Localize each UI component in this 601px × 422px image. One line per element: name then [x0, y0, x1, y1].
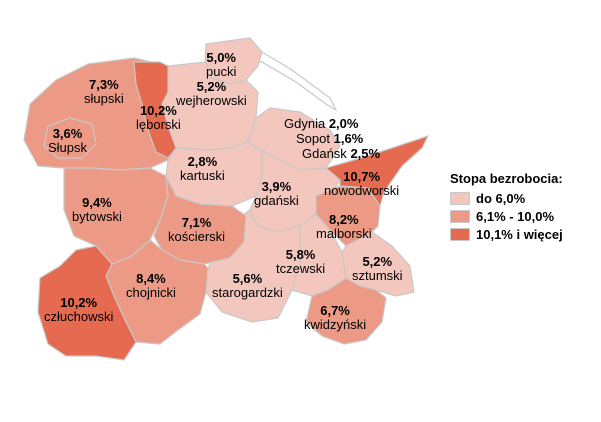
legend-swatch-low — [450, 191, 470, 205]
label-bytowski: 9,4% bytowski — [72, 196, 122, 224]
legend-item-medium: 6,1% - 10,0% — [450, 207, 563, 225]
city-sopot-value: 1,6% — [333, 131, 364, 146]
region-czluchowski[interactable] — [37, 245, 137, 361]
label-tczewski-name: tczewski — [276, 261, 326, 276]
label-malborski-value: 8,2% — [328, 212, 359, 227]
label-sztumski-name: sztumski — [352, 268, 403, 283]
label-gdanski-value: 3,9% — [261, 179, 292, 194]
label-nowodworski-value: 10,7% — [343, 169, 381, 184]
label-bytowski-name: bytowski — [72, 209, 122, 224]
label-pucki-name: pucki — [206, 64, 237, 79]
label-starogardzki-name: starogardzki — [212, 285, 283, 300]
label-kartuski: 2,8% kartuski — [180, 155, 225, 183]
label-pucki: 5,0% pucki — [206, 51, 236, 79]
city-gdansk-name: Gdańsk — [302, 146, 347, 161]
label-slupski: 7,3% słupski — [84, 78, 124, 106]
label-starogardzki: 5,6% starogardzki — [212, 272, 283, 300]
label-slupski-name: słupski — [84, 91, 124, 106]
label-czluchowski: 10,2% człuchowski — [44, 296, 113, 324]
label-nowodworski: 10,7% nowodworski — [324, 170, 399, 198]
legend-title: Stopa bezrobocia: — [450, 171, 563, 186]
label-wejherowski-name: wejherowski — [176, 93, 247, 108]
label-kwidzynski-name: kwidzyński — [304, 317, 367, 332]
label-kartuski-value: 2,8% — [187, 154, 218, 169]
label-nowodworski-name: nowodworski — [324, 183, 400, 198]
label-leborski: 10,2% lęborski — [136, 104, 181, 132]
label-slupski-value: 7,3% — [89, 77, 119, 92]
legend-item-low: do 6,0% — [450, 189, 563, 207]
label-kwidzynski: 6,7% kwidzyński — [304, 304, 366, 332]
label-slupsk-name: Słupsk — [48, 140, 88, 155]
label-malborski: 8,2% malborski — [316, 213, 372, 241]
label-sztumski: 5,2% sztumski — [352, 255, 403, 283]
label-slupsk-value: 3,6% — [52, 126, 83, 141]
region-leborski[interactable] — [133, 61, 177, 159]
region-bytowski[interactable] — [63, 167, 169, 265]
city-gdynia-value: 2,0% — [328, 116, 359, 131]
label-pucki-value: 5,0% — [206, 50, 236, 65]
label-gdanski: 3,9% gdański — [254, 180, 299, 208]
label-leborski-name: lęborski — [136, 117, 181, 132]
city-gdynia: Gdynia 2,0% — [284, 116, 358, 131]
label-starogardzki-value: 5,6% — [232, 271, 263, 286]
city-gdansk-value: 2,5% — [350, 146, 381, 161]
label-malborski-name: malborski — [316, 226, 372, 241]
label-tczewski-value: 5,8% — [285, 247, 316, 262]
region-sztumski[interactable] — [341, 231, 415, 297]
label-chojnicki: 8,4% chojnicki — [126, 272, 176, 300]
label-kartuski-name: kartuski — [180, 168, 225, 183]
legend-swatch-medium — [450, 209, 470, 223]
label-chojnicki-value: 8,4% — [136, 271, 166, 286]
label-koscierski-value: 7,1% — [181, 215, 212, 230]
label-gdanski-name: gdański — [254, 193, 299, 208]
label-sztumski-value: 5,2% — [362, 254, 393, 269]
label-wejherowski: 5,2% wejherowski — [176, 80, 247, 108]
region-koscierski[interactable] — [153, 175, 247, 265]
legend-swatch-high — [450, 227, 470, 241]
label-kwidzynski-value: 6,7% — [320, 303, 350, 318]
legend-label-low: do 6,0% — [476, 190, 526, 206]
city-gdansk: Gdańsk 2,5% — [302, 146, 380, 161]
label-leborski-value: 10,2% — [139, 103, 177, 118]
label-wejherowski-value: 5,2% — [196, 79, 227, 94]
region-nowodworski[interactable] — [325, 135, 429, 207]
label-chojnicki-name: chojnicki — [126, 285, 176, 300]
legend-item-high: 10,1% i więcej — [450, 225, 563, 243]
label-slupsk: 3,6% Słupsk — [48, 127, 87, 155]
label-czluchowski-value: 10,2% — [60, 295, 98, 310]
city-gdynia-name: Gdynia — [284, 116, 326, 131]
label-koscierski-name: kościerski — [168, 229, 226, 244]
label-koscierski: 7,1% kościerski — [168, 216, 225, 244]
legend-label-medium: 6,1% - 10,0% — [476, 208, 555, 224]
legend-label-high: 10,1% i więcej — [476, 226, 563, 242]
label-czluchowski-name: człuchowski — [44, 309, 114, 324]
label-bytowski-value: 9,4% — [82, 195, 112, 210]
city-sopot-name: Sopot — [296, 131, 330, 146]
legend: Stopa bezrobocia: do 6,0% 6,1% - 10,0% 1… — [450, 171, 563, 243]
label-tczewski: 5,8% tczewski — [276, 248, 325, 276]
city-sopot: Sopot 1,6% — [296, 131, 363, 146]
region-kwidzynski[interactable] — [305, 277, 387, 345]
region-slupsk[interactable] — [43, 117, 97, 159]
